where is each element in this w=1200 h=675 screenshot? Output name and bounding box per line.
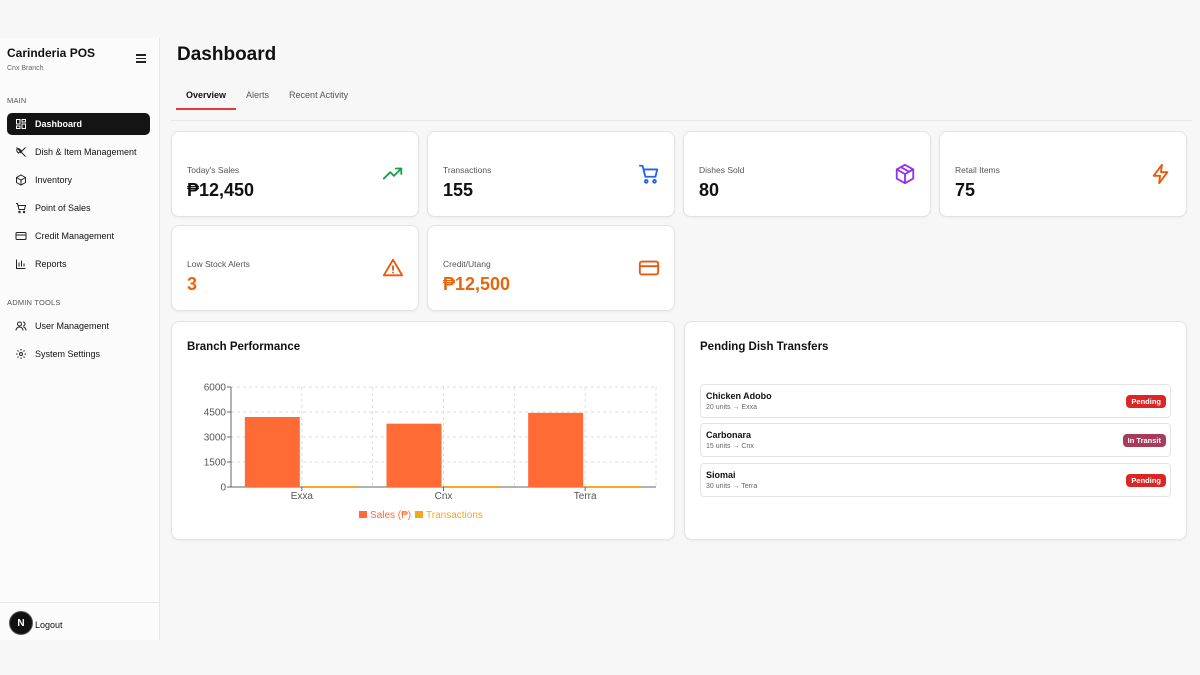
sidebar-item-label: Dashboard — [35, 119, 83, 129]
bar — [528, 412, 584, 487]
gear-icon — [15, 348, 27, 360]
sidebar-item-user-management[interactable]: User Management — [7, 315, 150, 337]
transfer-details: 15 units → Cnx — [706, 443, 754, 450]
credit-card-icon — [15, 230, 27, 242]
logout-button[interactable]: Logout — [35, 620, 63, 630]
stat-label: Transactions — [443, 165, 492, 175]
tab-bar: Overview Alerts Recent Activity — [176, 84, 358, 110]
cart-icon — [15, 202, 27, 214]
y-tick-label: 4500 — [204, 408, 227, 419]
x-tick-label: Terra — [574, 491, 597, 502]
bar — [302, 486, 358, 487]
legend-label: Sales (₱) — [370, 510, 411, 521]
x-tick-label: Cnx — [435, 491, 453, 502]
y-tick-label: 3000 — [204, 433, 227, 444]
hamburger-menu-icon[interactable] — [136, 54, 146, 64]
transfer-dish-name: Siomai — [706, 470, 736, 480]
status-badge: Pending — [1126, 474, 1166, 487]
sidebar-item-label: Dish & Item Management — [35, 147, 137, 157]
branch-performance-chart: 0 1500 3000 4500 6000 Exxa Cnx Terra Sales (₱) Tr… — [204, 383, 657, 521]
pending-transfers-panel: Pending Dish Transfers Chicken Adobo 20 … — [684, 321, 1187, 540]
stat-value: 75 — [955, 180, 976, 200]
sidebar-item-inventory[interactable]: Inventory — [7, 169, 150, 191]
box-icon — [15, 174, 27, 186]
avatar[interactable]: N — [9, 611, 33, 635]
tabs-divider — [171, 120, 1192, 121]
sidebar-footer: N Logout — [0, 602, 160, 640]
sidebar-item-label: Credit Management — [35, 231, 115, 241]
grid-icon — [15, 118, 27, 130]
stat-card-todays-sales: Today's Sales ₱12,450 — [171, 131, 419, 217]
stat-card-credit-utang: Credit/Utang ₱12,500 — [427, 225, 675, 311]
sidebar-item-reports[interactable]: Reports — [7, 253, 150, 275]
sidebar-item-label: Point of Sales — [35, 203, 91, 213]
section-label-main: MAIN — [7, 96, 27, 105]
tab-alerts[interactable]: Alerts — [246, 90, 270, 100]
sidebar-item-label: Inventory — [35, 175, 73, 185]
stat-label: Dishes Sold — [699, 165, 745, 175]
stat-value: 80 — [699, 180, 720, 200]
page-title: Dashboard — [177, 44, 277, 65]
cart-icon — [638, 163, 660, 185]
bar — [444, 486, 500, 487]
zap-icon — [1150, 163, 1172, 185]
bar — [586, 486, 642, 487]
transfer-dish-name: Chicken Adobo — [706, 391, 772, 401]
stat-label: Retail Items — [955, 165, 1000, 175]
users-icon — [15, 320, 27, 332]
utensils-icon — [15, 146, 27, 158]
y-tick-label: 6000 — [204, 383, 227, 394]
brand: Carinderia POS Cnx Branch — [7, 46, 95, 72]
stat-card-dishes-sold: Dishes Sold 80 — [683, 131, 931, 217]
y-tick-label: 1500 — [204, 458, 227, 469]
bar — [244, 417, 300, 487]
sidebar-item-label: System Settings — [35, 349, 101, 359]
panel-title: Branch Performance — [187, 341, 301, 353]
credit-card-icon — [638, 257, 660, 279]
legend-label: Transactions — [426, 510, 483, 521]
stat-card-retail-items: Retail Items 75 — [939, 131, 1187, 217]
tab-overview[interactable]: Overview — [176, 84, 237, 110]
stat-label: Today's Sales — [187, 165, 240, 175]
sidebar-item-system-settings[interactable]: System Settings — [7, 343, 150, 365]
section-label-admin: ADMIN TOOLS — [7, 298, 61, 307]
x-tick-label: Exxa — [291, 491, 314, 502]
transfer-item[interactable]: Chicken Adobo 20 units → Exxa Pending — [700, 384, 1171, 418]
sidebar-item-dashboard[interactable]: Dashboard — [7, 113, 150, 135]
alert-triangle-icon — [382, 257, 404, 279]
status-badge: Pending — [1126, 395, 1166, 408]
transfer-details: 30 units → Terra — [706, 483, 758, 490]
transfer-item[interactable]: Carbonara 15 units → Cnx In Transit — [700, 423, 1171, 457]
status-badge: In Transit — [1122, 434, 1166, 447]
stat-label: Credit/Utang — [443, 259, 491, 269]
panel-title: Pending Dish Transfers — [700, 341, 829, 353]
stat-card-transactions: Transactions 155 — [427, 131, 675, 217]
branch-performance-panel: Branch Performance 0 1500 3000 4500 6000 Exxa… — [171, 321, 675, 540]
stat-value: ₱12,450 — [187, 180, 255, 200]
app-name: Carinderia POS — [7, 46, 96, 60]
sidebar-item-point-of-sales[interactable]: Point of Sales — [7, 197, 150, 219]
transfer-dish-name: Carbonara — [706, 430, 752, 440]
stat-value: ₱12,500 — [443, 274, 511, 294]
stat-value: 155 — [443, 180, 474, 200]
stat-card-low-stock-alerts: Low Stock Alerts 3 — [171, 225, 419, 311]
sidebar-item-dish-management[interactable]: Dish & Item Management — [7, 141, 150, 163]
legend-swatch — [359, 511, 367, 518]
sidebar: Carinderia POS Cnx Branch MAIN Dashboard… — [0, 38, 160, 640]
tab-recent-activity[interactable]: Recent Activity — [289, 90, 349, 100]
legend-swatch — [415, 511, 423, 518]
transfer-details: 20 units → Exxa — [706, 404, 757, 411]
sidebar-item-label: User Management — [35, 321, 110, 331]
y-tick-label: 0 — [220, 483, 226, 494]
sidebar-item-credit-management[interactable]: Credit Management — [7, 225, 150, 247]
sidebar-item-label: Reports — [35, 259, 67, 269]
transfer-item[interactable]: Siomai 30 units → Terra Pending — [700, 463, 1171, 497]
bar — [386, 423, 442, 487]
bar-chart-icon — [15, 258, 27, 270]
branch-name: Cnx Branch — [7, 65, 44, 72]
stat-label: Low Stock Alerts — [187, 259, 250, 269]
package-icon — [894, 163, 916, 185]
stat-value: 3 — [187, 274, 198, 294]
trending-up-icon — [382, 163, 404, 185]
